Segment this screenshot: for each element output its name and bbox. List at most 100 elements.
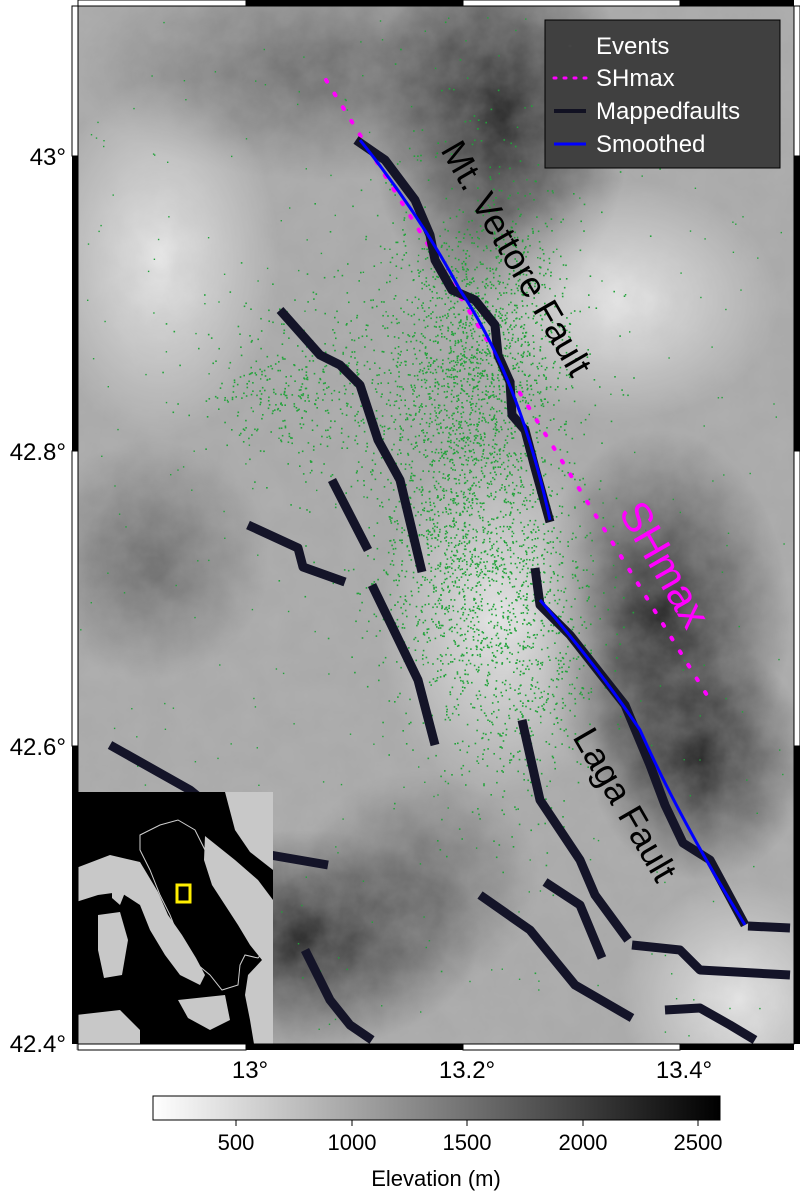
event-point xyxy=(527,375,530,378)
event-point xyxy=(474,139,476,142)
event-point xyxy=(434,546,436,549)
event-point xyxy=(403,240,405,243)
event-point xyxy=(324,393,326,395)
event-point xyxy=(300,386,303,388)
event-point xyxy=(299,507,301,509)
event-point xyxy=(366,360,369,363)
event-point xyxy=(308,360,311,362)
event-point xyxy=(527,547,530,549)
event-point xyxy=(478,315,480,317)
event-point xyxy=(481,598,483,600)
event-point xyxy=(500,652,503,654)
event-point xyxy=(523,618,526,621)
event-point xyxy=(461,774,463,776)
event-point xyxy=(612,564,615,567)
event-point xyxy=(445,525,448,527)
event-point xyxy=(467,283,469,285)
event-point xyxy=(510,455,512,457)
event-point xyxy=(541,457,543,459)
event-point xyxy=(537,288,539,290)
event-point xyxy=(426,352,428,355)
event-point xyxy=(512,220,514,223)
event-point xyxy=(487,457,490,460)
event-point xyxy=(528,636,531,639)
event-point xyxy=(445,293,447,295)
event-point xyxy=(455,708,458,710)
event-point xyxy=(434,680,437,683)
event-point xyxy=(484,436,486,438)
event-point xyxy=(443,497,445,499)
event-point xyxy=(404,245,407,247)
event-point xyxy=(425,519,428,521)
event-point xyxy=(471,332,473,335)
event-point xyxy=(250,372,252,375)
event-point xyxy=(469,550,471,553)
event-point xyxy=(480,315,483,317)
event-point xyxy=(422,488,424,491)
event-point xyxy=(514,231,516,234)
event-point xyxy=(541,249,544,251)
event-point xyxy=(558,563,561,566)
event-point xyxy=(473,330,476,333)
event-point xyxy=(439,563,442,566)
event-point xyxy=(172,411,175,414)
event-point xyxy=(515,630,517,632)
event-point xyxy=(316,489,318,492)
event-point xyxy=(474,210,477,213)
event-point xyxy=(563,663,565,665)
event-point xyxy=(487,524,490,526)
event-point xyxy=(527,344,530,347)
event-point xyxy=(590,687,592,690)
event-point xyxy=(327,637,330,640)
event-point xyxy=(392,489,395,491)
event-point xyxy=(527,567,529,570)
event-point xyxy=(458,592,461,595)
event-point xyxy=(565,351,568,354)
event-point xyxy=(356,314,359,317)
event-point xyxy=(452,376,455,378)
event-point xyxy=(466,357,468,359)
event-point xyxy=(484,301,487,304)
event-point xyxy=(435,590,437,592)
event-point xyxy=(472,328,475,330)
event-point xyxy=(530,688,532,690)
event-point xyxy=(422,649,425,652)
event-point xyxy=(381,506,384,508)
x-tick-label: 13.2° xyxy=(439,1057,495,1084)
event-point xyxy=(554,746,557,748)
event-point xyxy=(351,339,353,341)
event-point xyxy=(511,522,514,524)
event-point xyxy=(435,448,438,451)
event-point xyxy=(557,678,560,681)
event-point xyxy=(507,610,509,612)
event-point xyxy=(506,435,509,437)
event-point xyxy=(280,393,282,396)
event-point xyxy=(583,501,585,503)
event-point xyxy=(405,360,407,363)
event-point xyxy=(465,257,467,259)
event-point xyxy=(520,485,522,488)
event-point xyxy=(746,779,748,781)
event-point xyxy=(389,188,391,191)
event-point xyxy=(339,371,342,373)
event-point xyxy=(490,532,492,534)
event-point xyxy=(323,276,326,279)
event-point xyxy=(488,350,490,352)
event-point xyxy=(401,612,404,615)
event-point xyxy=(429,386,431,388)
event-point xyxy=(376,214,379,217)
event-point xyxy=(467,378,469,380)
event-point xyxy=(418,524,421,526)
event-point xyxy=(320,252,323,255)
event-point xyxy=(551,755,554,758)
inset-land-west xyxy=(76,855,205,985)
event-point xyxy=(580,220,582,223)
event-point xyxy=(531,600,534,602)
event-point xyxy=(484,565,487,567)
event-point xyxy=(403,786,405,788)
event-point xyxy=(396,618,399,621)
event-point xyxy=(508,528,510,530)
event-point xyxy=(420,379,423,381)
event-point xyxy=(500,600,503,602)
event-point xyxy=(145,373,147,376)
